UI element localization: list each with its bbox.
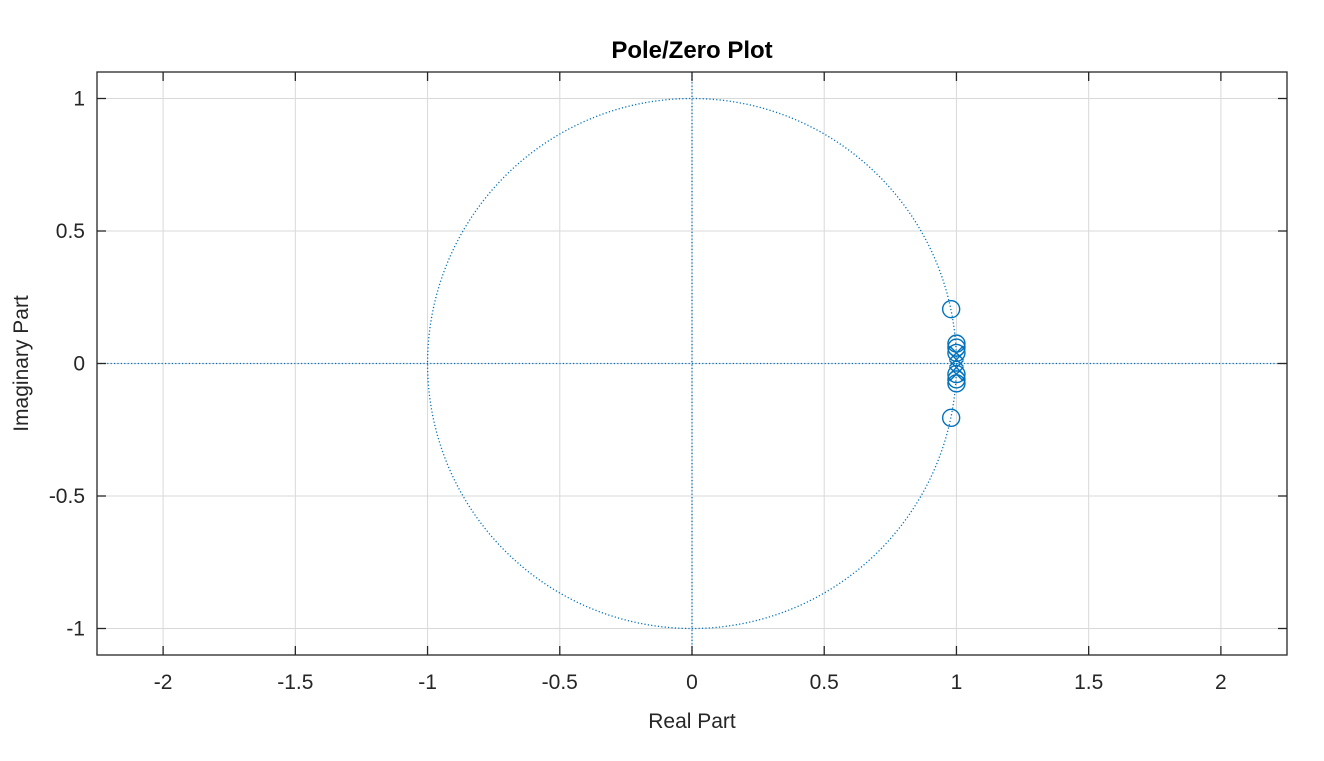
- y-tick-labels: -1 -0.5 0 0.5 1: [49, 88, 85, 641]
- zero-marker: [941, 408, 961, 428]
- x-axis-label: Real Part: [648, 710, 736, 733]
- pole-marker: [948, 359, 964, 375]
- x-tick-label: -0.5: [542, 671, 578, 694]
- pole-marker: [948, 352, 964, 368]
- pole-marker-stroke: [948, 366, 964, 382]
- x-tick-labels: -2 -1.5 -1 -0.5 0 0.5 1 1.5 2: [154, 671, 1227, 694]
- zero-marker: [941, 299, 961, 319]
- pole-marker: [948, 345, 964, 361]
- x-tick-label: -1: [418, 671, 437, 694]
- zero-marker: [947, 370, 966, 389]
- y-tick-label: 1: [73, 88, 85, 111]
- tick-marks: [97, 72, 1287, 655]
- pole-marker-stroke: [948, 359, 964, 375]
- pole-marker-stroke: [948, 345, 964, 361]
- y-tick-label: -1: [66, 618, 85, 641]
- chart-title: Pole/Zero Plot: [611, 37, 772, 64]
- x-tick-label: 1: [951, 671, 963, 694]
- pole-zero-markers: [941, 299, 966, 428]
- x-tick-label: 0.5: [810, 671, 839, 694]
- x-tick-label: -1.5: [277, 671, 313, 694]
- y-tick-label: 0: [73, 353, 85, 376]
- y-tick-label: 0.5: [56, 220, 85, 243]
- x-tick-label: 2: [1215, 671, 1227, 694]
- y-tick-label: -0.5: [49, 485, 85, 508]
- unit-circle-guides: [97, 72, 1287, 655]
- x-tick-label: 1.5: [1074, 671, 1103, 694]
- zero-marker: [947, 343, 966, 363]
- pole-marker-stroke: [948, 352, 964, 368]
- unit-circle: [426, 97, 958, 630]
- x-tick-label: 0: [686, 671, 698, 694]
- x-tick-label: -2: [154, 671, 173, 694]
- zero-marker: [947, 364, 966, 384]
- y-axis-label: Imaginary Part: [10, 295, 33, 432]
- zero-marker: [947, 338, 966, 357]
- pole-marker: [948, 366, 964, 382]
